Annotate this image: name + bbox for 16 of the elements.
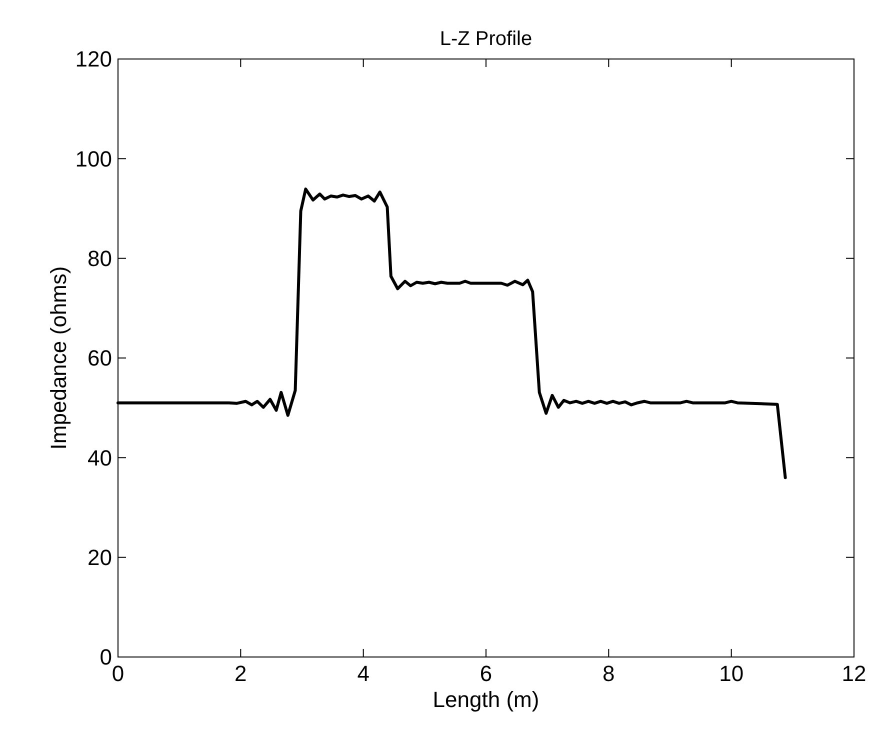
y-axis-title: Impedance (ohms) [46, 266, 71, 450]
y-tick-label: 20 [88, 545, 112, 570]
y-tick-label: 100 [75, 146, 112, 172]
y-tick-label: 120 [75, 46, 112, 72]
y-tick-label: 0 [100, 644, 112, 670]
x-tick-label: 4 [357, 661, 370, 686]
x-tick-label: 6 [480, 661, 492, 686]
y-tick-label: 60 [88, 346, 112, 371]
x-axis-title: Length (m) [432, 687, 540, 712]
chart-title: L-Z Profile [440, 28, 532, 50]
x-tick-label: 12 [842, 661, 866, 686]
y-tick-label: 80 [88, 246, 112, 272]
x-tick-label: 10 [719, 661, 744, 686]
x-tick-label: 8 [602, 661, 615, 686]
y-tick-label: 40 [88, 445, 112, 470]
x-tick-label: 2 [234, 661, 247, 686]
